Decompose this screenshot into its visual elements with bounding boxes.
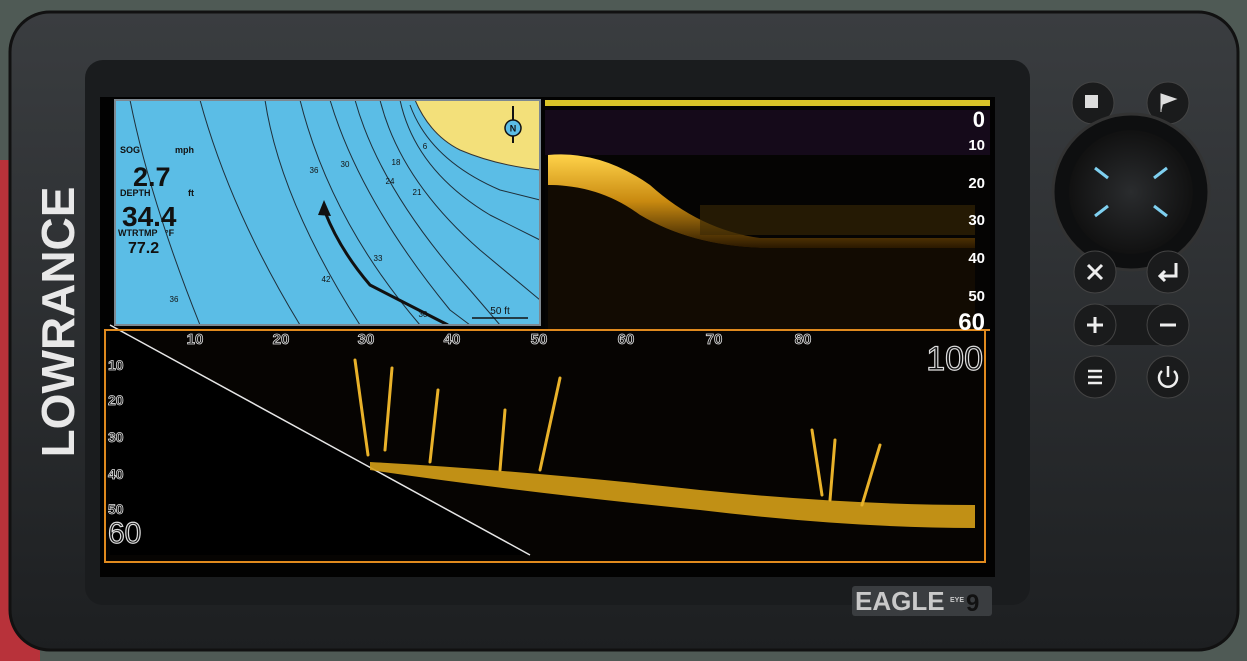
map-frame [114,99,541,326]
readout-unit: ft [188,188,194,198]
sonar-depth-label: 20 [968,175,985,192]
readout-value: 34.4 [122,201,177,232]
north-label: N [510,123,517,133]
side-scan-panel [105,324,985,562]
surface-band [545,100,990,106]
map-panel: N 50 ft [115,99,541,327]
enter-button[interactable] [1146,250,1190,294]
scale-label: 50 ft [490,306,510,317]
readout-label: SOG [120,145,140,155]
depth-label: 33 [374,254,383,263]
distance-label: 10 [187,331,204,348]
sonar-bottom [548,154,975,248]
depth-label: 36 [170,295,179,304]
icon [1087,317,1103,333]
side-scan-edge [109,324,531,556]
icon [1157,263,1178,283]
icon [1086,263,1104,281]
distance-label: 40 [444,331,461,348]
model-badge [852,586,992,616]
side-depth-label: 20 [108,392,124,408]
sonar-depth-label: 10 [968,137,985,154]
model-number: 9 [966,590,979,617]
distance-label: 60 [618,331,635,348]
sonar-clutter [700,205,975,235]
sonar-panel [545,100,990,330]
readout-label: DEPTH [120,188,151,198]
side-scan-trees [353,358,882,507]
brand: LOWRANCE [32,187,84,458]
model-sub: EYE [950,597,964,604]
depth-label: 6 [423,142,428,151]
readout-unit: mph [175,145,194,155]
readout-unit: °F [165,228,175,238]
icon [1157,366,1179,388]
side-scan-bottom [370,462,975,528]
readout-value: 2.7 [133,162,171,192]
depth-label: 36 [310,166,319,175]
depth-label: 42 [322,275,331,284]
distance-label: 30 [358,331,375,348]
sonar-range: 60 [958,309,985,336]
side-depth-label: 40 [108,466,124,482]
sonar-depth-label: 0 [973,107,985,132]
depth-label: 18 [392,158,401,167]
depth-label: 24 [386,177,395,186]
north-badge [504,119,522,137]
side-depth-range: 60 [108,517,141,550]
distance-label: 20 [273,331,290,348]
side-scan-range: 100 [926,340,983,378]
distance-label: 80 [795,331,812,348]
distance-label: 70 [706,331,723,348]
controls [1051,81,1211,399]
sonar-depth-label: 50 [968,288,985,305]
sonar-depth-label: 40 [968,250,985,267]
map-land [414,99,541,171]
icon [1088,369,1102,385]
distance-label: 50 [531,331,548,348]
icon [1160,93,1178,112]
model-name: EAGLE [855,586,945,616]
depth-label: 30 [419,310,428,319]
track [323,211,449,327]
side-depth-label: 30 [108,429,124,445]
surface-clutter [545,110,990,155]
dpad-arrows [1094,166,1168,218]
depth-label: 21 [413,188,422,197]
depth-label: 30 [341,160,350,169]
boat-arrow [318,200,331,216]
side-depth-label: 50 [108,501,124,517]
sonar-depth-label: 30 [968,212,985,229]
sonar-below [548,185,975,330]
readout-label: WTRTMP [118,228,158,238]
dpad[interactable] [1069,130,1193,254]
readout-value: 77.2 [128,240,159,257]
icon [1085,95,1098,108]
side-depth-label: 10 [108,357,124,373]
